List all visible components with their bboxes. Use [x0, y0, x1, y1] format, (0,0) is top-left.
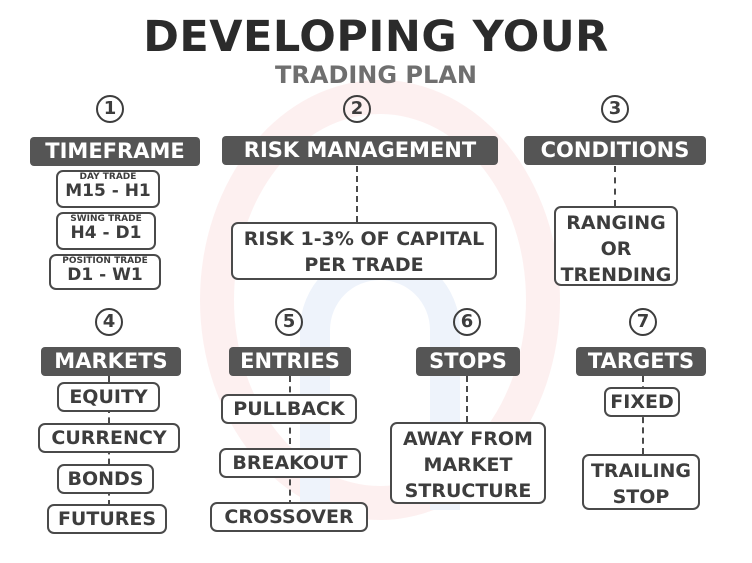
market-equity: EQUITY	[57, 382, 160, 412]
step-number-3: 3	[601, 95, 629, 123]
risk-rule-line1: RISK 1-3% OF CAPITAL	[243, 228, 485, 250]
connector	[466, 376, 468, 422]
timeframe-position-trade: POSITION TRADE D1 - W1	[49, 254, 161, 290]
target-trailing-line1: TRAILING	[590, 460, 692, 482]
step-number-1: 1	[96, 95, 124, 123]
step-number-4: 4	[95, 308, 123, 336]
timeframe-label: POSITION TRADE	[62, 256, 148, 266]
step-number-5: 5	[275, 308, 303, 336]
stops-line1: AWAY FROM	[403, 428, 533, 450]
timeframe-swing-trade: SWING TRADE H4 - D1	[56, 212, 156, 250]
conditions-heading: CONDITIONS	[524, 136, 706, 165]
connector	[356, 166, 358, 222]
entry-crossover: CROSSOVER	[210, 502, 368, 532]
conditions-line3: TRENDING	[560, 264, 672, 286]
step-number-2: 2	[343, 95, 371, 123]
targets-heading: TARGETS	[576, 347, 706, 376]
step-number-7: 7	[629, 308, 657, 336]
timeframe-label: SWING TRADE	[70, 214, 142, 224]
target-trailing-stop: TRAILING STOP	[582, 454, 700, 510]
target-trailing-line2: STOP	[612, 486, 670, 508]
conditions-line1: RANGING	[566, 212, 666, 234]
connector	[289, 376, 291, 506]
timeframe-day-trade: DAY TRADE M15 - H1	[56, 170, 160, 208]
stops-box: AWAY FROM MARKET STRUCTURE	[390, 422, 546, 504]
page-subtitle: TRADING PLAN	[275, 61, 477, 89]
risk-rule-line2: PER TRADE	[304, 254, 424, 276]
page-title: DEVELOPING YOUR	[143, 12, 609, 62]
timeframe-range: D1 - W1	[67, 265, 143, 285]
step-number-6: 6	[453, 308, 481, 336]
entries-heading: ENTRIES	[229, 347, 351, 376]
timeframe-range: M15 - H1	[65, 181, 151, 201]
timeframe-range: H4 - D1	[70, 223, 142, 243]
conditions-box: RANGING OR TRENDING	[554, 206, 678, 286]
target-fixed: FIXED	[604, 387, 680, 417]
risk-heading: RISK MANAGEMENT	[222, 136, 498, 165]
timeframe-heading: TIMEFRAME	[30, 137, 200, 166]
markets-heading: MARKETS	[41, 347, 181, 376]
stops-line3: STRUCTURE	[404, 480, 532, 502]
entry-pullback: PULLBACK	[221, 394, 357, 424]
market-futures: FUTURES	[47, 504, 167, 534]
entry-breakout: BREAKOUT	[219, 448, 361, 478]
market-bonds: BONDS	[57, 464, 154, 494]
conditions-line2: OR	[600, 238, 632, 260]
risk-rule-box: RISK 1-3% OF CAPITAL PER TRADE	[231, 222, 497, 280]
stops-heading: STOPS	[416, 347, 520, 376]
timeframe-label: DAY TRADE	[79, 172, 137, 182]
market-currency: CURRENCY	[38, 423, 180, 453]
connector	[614, 166, 616, 206]
stops-line2: MARKET	[423, 454, 513, 476]
